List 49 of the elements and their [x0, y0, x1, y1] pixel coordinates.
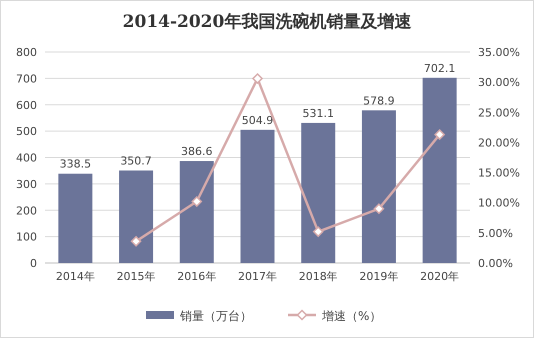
x-tick-label: 2019年 [359, 270, 398, 283]
y2-tick-label: 35.00% [478, 46, 520, 59]
legend-增速（%）: 增速（%） [288, 309, 382, 323]
data-label: 386.6 [181, 145, 213, 158]
data-label: 504.9 [242, 114, 274, 127]
data-label: 702.1 [424, 62, 456, 75]
y2-tick-label: 15.00% [478, 166, 520, 180]
data-label: 350.7 [120, 154, 152, 168]
y2-tick-label: 0.00% [478, 257, 513, 270]
x-tick-label: 2015年 [116, 270, 156, 283]
bar [301, 122, 336, 263]
y-tick-label: 100 [16, 230, 37, 244]
data-label: 338.5 [60, 158, 92, 171]
data-label: 531.1 [302, 106, 334, 120]
x-tick-label: 2020年 [420, 270, 460, 283]
y-tick-label: 500 [16, 125, 37, 138]
y-tick-label: 400 [16, 152, 37, 164]
point [130, 236, 142, 247]
chart-title: 2014-2020年我国洗碗机销量及增速 [122, 12, 412, 32]
y2-tick-label: 25.00% [478, 106, 520, 120]
bar [180, 161, 214, 263]
legend-label: 增速（%） [321, 309, 382, 323]
point [252, 73, 263, 84]
legend-销量（万台）: 销量（万台） [146, 309, 252, 323]
y2-tick-label: 20.00% [478, 136, 520, 150]
point [434, 129, 445, 140]
y-tick-label: 600 [16, 98, 37, 112]
point [374, 203, 384, 214]
point [192, 196, 202, 207]
bar [422, 78, 457, 263]
data-label: 578.9 [363, 94, 395, 108]
y-tick-label: 800 [16, 46, 37, 59]
y-tick-label: 300 [16, 178, 37, 191]
x-tick-label: 2017年 [238, 270, 277, 283]
y-tick-label: 0 [30, 257, 37, 270]
legend-label: 销量（万台） [179, 309, 252, 323]
bar [58, 174, 92, 263]
x-tick-label: 2018年 [298, 270, 338, 283]
bar [119, 170, 154, 263]
y2-tick-label: 30.00% [478, 76, 520, 90]
bar [362, 110, 396, 263]
x-tick-label: 2016年 [177, 270, 216, 283]
y-tick-label: 700 [16, 72, 37, 86]
y2-tick-label: 10.00% [478, 196, 520, 210]
y-tick-label: 200 [16, 204, 37, 218]
x-tick-label: 2014年 [56, 270, 95, 283]
point [312, 226, 324, 237]
bar [240, 130, 274, 263]
y2-tick-label: 5.00% [478, 226, 513, 240]
